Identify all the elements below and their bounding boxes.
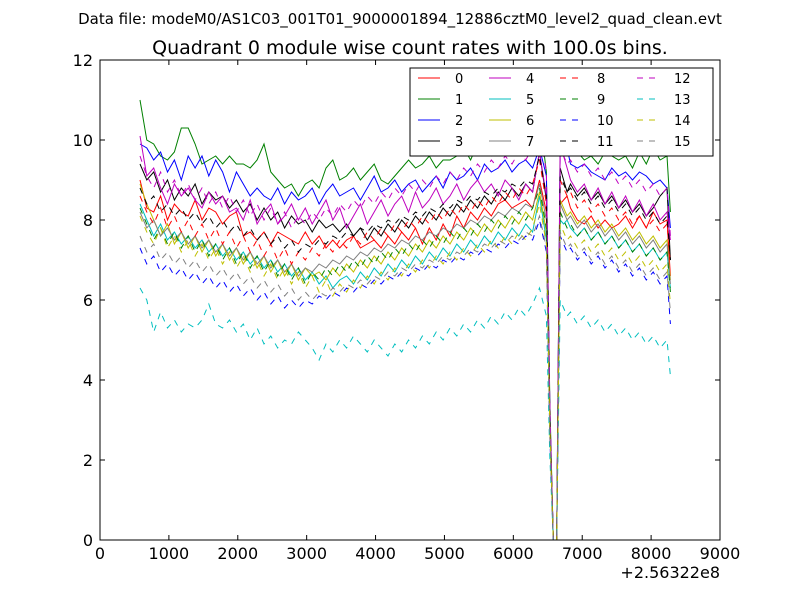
x-tick-label: 5000 — [424, 544, 465, 563]
legend-label-9: 9 — [597, 93, 605, 108]
series-line-13 — [139, 286, 671, 541]
x-tick-label: 1000 — [149, 544, 190, 563]
series-line-0 — [139, 179, 671, 541]
legend-label-1: 1 — [455, 93, 463, 108]
legend-label-10: 10 — [597, 114, 614, 129]
legend-label-12: 12 — [674, 72, 691, 87]
plot-lines — [139, 99, 671, 541]
legend-label-4: 4 — [526, 72, 534, 87]
series-line-11 — [139, 155, 671, 541]
series-line-4 — [139, 135, 671, 541]
y-tick-label: 6 — [83, 291, 93, 310]
x-tick-label: 4000 — [355, 544, 396, 563]
axis-ticks: 0 1000 2000 3000 4000 5000 6000 7000 8000 9000 0 2 4… — [73, 51, 741, 563]
x-tick-label: 0 — [95, 544, 105, 563]
series-line-12 — [139, 127, 671, 541]
y-tick-label: 0 — [83, 531, 93, 550]
y-tick-label: 8 — [83, 211, 93, 230]
legend-label-13: 13 — [674, 93, 691, 108]
x-tick-label: 9000 — [700, 544, 741, 563]
y-tick-label: 2 — [83, 451, 93, 470]
legend-label-6: 6 — [526, 114, 534, 129]
series-line-6 — [139, 183, 671, 541]
legend-label-5: 5 — [526, 93, 534, 108]
data-file-caption: Data file: modeM0/AS1C03_001T01_90000018… — [78, 10, 722, 29]
legend-label-2: 2 — [455, 114, 463, 129]
x-tick-label: 2000 — [217, 544, 258, 563]
x-tick-label: 6000 — [493, 544, 534, 563]
y-tick-label: 12 — [73, 51, 93, 70]
legend-label-7: 7 — [526, 135, 534, 150]
legend-label-3: 3 — [455, 135, 463, 150]
x-tick-label: 8000 — [631, 544, 672, 563]
x-tick-label: 7000 — [562, 544, 603, 563]
series-line-3 — [139, 151, 671, 541]
legend-label-0: 0 — [455, 72, 463, 87]
series-line-10 — [139, 218, 671, 541]
series-line-15 — [139, 214, 671, 541]
x-tick-label: 3000 — [286, 544, 327, 563]
legend-label-11: 11 — [597, 135, 614, 150]
series-line-9 — [139, 187, 671, 541]
chart-title: Quadrant 0 module wise count rates with … — [152, 37, 668, 59]
y-tick-label: 10 — [73, 131, 93, 150]
series-line-8 — [139, 159, 671, 541]
y-tick-label: 4 — [83, 371, 93, 390]
legend-label-14: 14 — [674, 114, 691, 129]
x-offset-label: +2.56322e8 — [620, 563, 720, 582]
series-line-7 — [139, 183, 671, 541]
legend-label-8: 8 — [597, 72, 605, 87]
legend-label-15: 15 — [674, 135, 691, 150]
series-line-14 — [139, 203, 671, 541]
